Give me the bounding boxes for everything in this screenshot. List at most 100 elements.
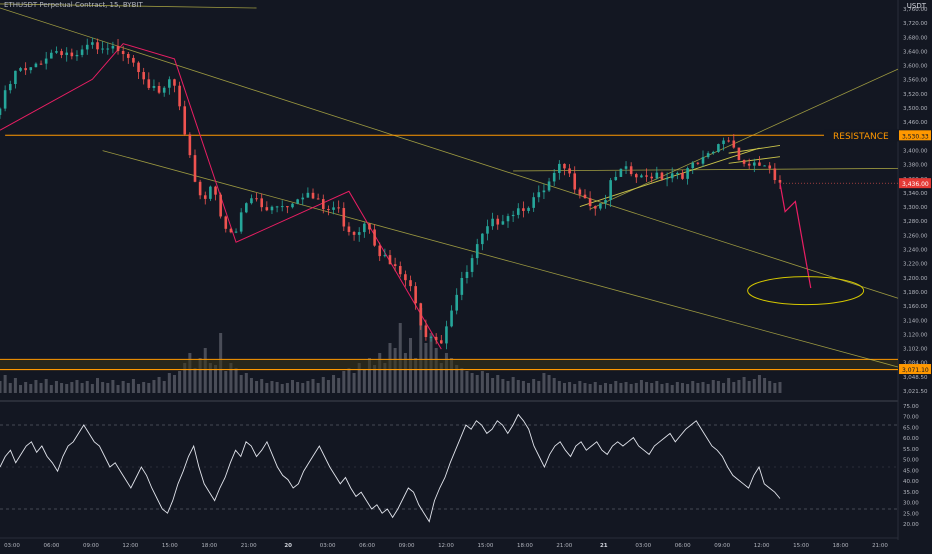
volume-bar (629, 384, 633, 393)
volume-bar (670, 385, 674, 393)
price-tick-label: 3,140.00 (903, 318, 928, 324)
volume-bar (691, 381, 695, 393)
rsi-tick-label: 25.00 (903, 511, 919, 517)
candle-body (3, 90, 7, 109)
volume-bar (393, 348, 397, 393)
volume-bar (337, 378, 341, 393)
volume-bar (485, 373, 489, 393)
volume-bar (203, 348, 207, 393)
candle-body (609, 180, 612, 201)
volume-bar (588, 384, 592, 393)
volume-bar (752, 379, 756, 393)
candle-body (80, 49, 84, 55)
rsi-tick-label: 65.00 (903, 425, 919, 431)
time-tick-label: 03:00 (320, 543, 336, 549)
volume-bar (306, 381, 310, 393)
candle-body (706, 153, 710, 158)
candle-body (357, 232, 361, 235)
price-tick-label: 3,640.00 (903, 49, 928, 55)
volume-bar (321, 377, 325, 393)
volume-bar (619, 383, 623, 393)
volume-bar (224, 371, 228, 393)
time-tick-label: 06:00 (359, 543, 375, 549)
support-zone (0, 359, 898, 370)
candle-body (547, 181, 551, 191)
rsi-tick-label: 35.00 (903, 490, 919, 496)
candle-body (763, 165, 766, 167)
candle-body (178, 85, 181, 107)
candle-body (460, 277, 464, 295)
trend-line (102, 150, 899, 368)
volume-bar (188, 353, 192, 393)
time-tick-label: 12:00 (122, 543, 138, 549)
candle-body (173, 79, 176, 86)
volume-bar (491, 378, 495, 393)
volume-bar (634, 383, 638, 393)
price-tick-label: 3,300.00 (903, 205, 928, 211)
volume-bar (383, 363, 387, 393)
volume-bars (0, 308, 782, 393)
volume-bar (239, 375, 243, 393)
volume-bar (414, 358, 418, 393)
volume-bar (111, 380, 115, 393)
volume-bar (208, 363, 212, 393)
candle-body (152, 86, 156, 88)
volume-bar (167, 373, 171, 393)
candle-body (429, 336, 433, 338)
rsi-tick-label: 40.00 (903, 479, 919, 485)
volume-bar (265, 383, 269, 393)
zigzag-pattern (0, 43, 442, 350)
candle-body (388, 255, 392, 265)
candle-body (121, 51, 125, 55)
currency-label[interactable]: USDT (906, 2, 926, 10)
volume-bar (162, 381, 166, 393)
volume-bar (255, 381, 259, 393)
volume-bar (444, 353, 448, 393)
candle-body (34, 63, 38, 68)
volume-bar (280, 384, 284, 393)
candle-body (321, 199, 325, 210)
volume-bar (126, 383, 130, 393)
volume-bar (65, 384, 69, 393)
price-tick-label: 3,720.00 (903, 21, 928, 27)
candle-body (604, 200, 607, 204)
volume-bar (131, 379, 135, 393)
candle-body (116, 45, 120, 52)
candle-body (758, 162, 761, 166)
candle-body (75, 54, 79, 57)
price-tick-label: 3,048.50 (903, 375, 928, 381)
candle-body (491, 218, 494, 227)
trend-line (0, 7, 899, 299)
price-tick-label: 3,160.00 (903, 304, 928, 310)
price-tick-label: 3,260.00 (903, 233, 928, 239)
price-tick-label: 3,200.00 (903, 276, 928, 282)
time-tick-label: 21:00 (872, 543, 888, 549)
volume-bar (275, 382, 279, 393)
volume-bar (8, 383, 12, 393)
price-tick-label: 3,021.50 (903, 389, 928, 395)
candle-body (188, 134, 192, 156)
volume-bar (342, 371, 346, 393)
volume-bar (326, 380, 330, 393)
time-tick-label: 06:00 (675, 543, 691, 549)
volume-bar (732, 382, 736, 393)
candle-body (481, 233, 484, 245)
volume-bar (562, 383, 566, 393)
candle-body (398, 266, 402, 275)
candle-body (234, 231, 238, 233)
time-tick-label: 20 (284, 543, 292, 549)
candle-body (655, 172, 659, 179)
candle-body (727, 140, 730, 142)
time-tick-label: 18:00 (201, 543, 217, 549)
candle-body (147, 79, 151, 88)
candle-body (742, 160, 746, 164)
symbol-title: ETHUSDT Perpetual Contract, 15, BYBIT (4, 1, 143, 9)
volume-bar (183, 363, 187, 393)
volume-bar (172, 375, 176, 393)
candle-body (711, 151, 715, 154)
candle-body (96, 42, 99, 50)
volume-bar (609, 384, 613, 393)
volume-bar (675, 382, 679, 393)
